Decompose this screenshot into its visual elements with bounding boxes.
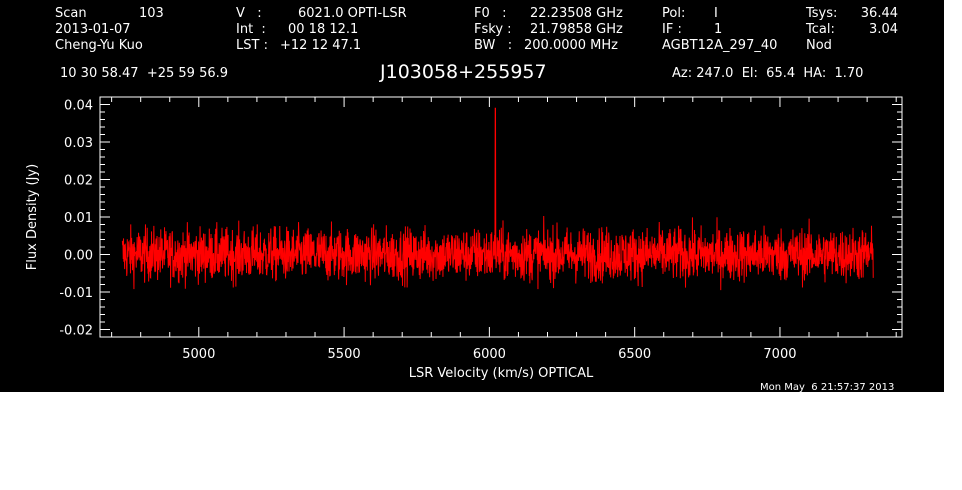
- obs-date: 2013-01-07: [55, 22, 131, 37]
- if-value: 1: [714, 22, 723, 37]
- plot-frame: [99, 96, 903, 338]
- velocity-value: 6021.0 OPTI-LSR: [298, 6, 407, 21]
- y-tick-label: 0.02: [64, 174, 93, 189]
- x-tick-label: 6000: [473, 347, 506, 362]
- tcal-value: 3.04: [869, 22, 898, 37]
- y-tick-label: 0.01: [64, 211, 93, 226]
- x-tick-label: 5500: [328, 347, 361, 362]
- bw-value: 200.0000 MHz: [524, 38, 618, 53]
- y-axis-label: Flux Density (Jy): [25, 164, 40, 270]
- spectrum-series-line: [121, 107, 874, 291]
- tcal-label: Tcal:: [806, 22, 835, 37]
- pointing-info: Az: 247.0 El: 65.4 HA: 1.70: [672, 66, 864, 81]
- observer-name: Cheng-Yu Kuo: [55, 38, 143, 53]
- integration-label: Int :: [236, 22, 266, 37]
- x-tick-label: 7000: [763, 347, 796, 362]
- tsys-label: Tsys:: [806, 6, 838, 21]
- y-tick-label: 0.00: [64, 249, 93, 264]
- x-axis-label: LSR Velocity (km/s) OPTICAL: [409, 366, 594, 381]
- if-label: IF :: [662, 22, 682, 37]
- spectrum-chart: -0.02 -0.01 0.00 0.01 0.02 0.03 0.04 5000 5500 6…: [25, 96, 903, 381]
- pol-value: I: [714, 6, 718, 21]
- fsky-label: Fsky :: [474, 22, 512, 37]
- y-tick-label: -0.01: [59, 286, 93, 301]
- f0-label: F0 :: [474, 6, 507, 21]
- integration-value: 00 18 12.1: [288, 22, 359, 37]
- plot-timestamp: Mon May 6 21:57:37 2013: [760, 382, 895, 392]
- scan-value: 103: [139, 6, 164, 21]
- x-tick-label: 6500: [618, 347, 651, 362]
- f0-value: 22.23508 GHz: [530, 6, 623, 21]
- fsky-value: 21.79858 GHz: [530, 22, 623, 37]
- y-tick-label: -0.02: [59, 324, 93, 339]
- lst-label: LST :: [236, 38, 268, 53]
- pol-label: Pol:: [662, 6, 686, 21]
- velocity-label: V :: [236, 6, 262, 21]
- obs-mode: Nod: [806, 38, 832, 53]
- x-tick-label: 5000: [182, 347, 215, 362]
- tsys-value: 36.44: [860, 6, 898, 21]
- y-tick-label: 0.04: [64, 99, 93, 114]
- scan-label: Scan: [55, 6, 87, 21]
- bw-label: BW :: [474, 38, 513, 53]
- project-id: AGBT12A_297_40: [662, 38, 778, 53]
- lst-value: +12 12 47.1: [280, 38, 362, 53]
- source-title: J103058+255957: [380, 61, 547, 83]
- y-tick-label: 0.03: [64, 136, 93, 151]
- source-coordinates: 10 30 58.47 +25 59 56.9: [60, 66, 229, 81]
- plot-window: Scan 103 2013-01-07 Cheng-Yu Kuo V : 602…: [0, 0, 944, 392]
